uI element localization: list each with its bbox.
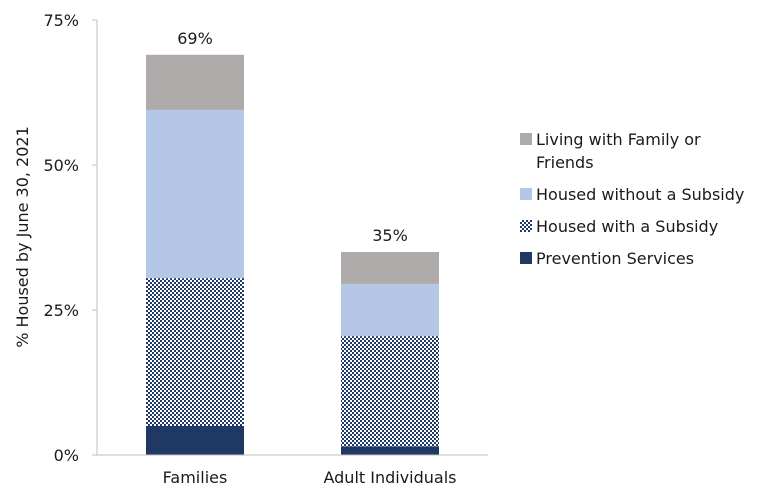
legend-item-housed-without-a-subsidy: Housed without a Subsidy bbox=[520, 183, 756, 206]
bar-adult-individuals-living-with-family-or-friends bbox=[341, 252, 439, 284]
legend-label: Housed without a Subsidy bbox=[536, 185, 745, 204]
axes-layer bbox=[92, 19, 488, 456]
legend-item-living-with-family-or-friends: Living with Family or Friends bbox=[520, 128, 756, 174]
total-label-adult-individuals: 35% bbox=[372, 226, 408, 245]
legend-swatch bbox=[520, 252, 532, 264]
bar-families-housed-without-a-subsidy bbox=[146, 109, 244, 279]
y-tick-label: 0% bbox=[54, 446, 79, 465]
bar-adult-individuals-prevention-services bbox=[341, 446, 439, 455]
x-tick-label-families: Families bbox=[163, 468, 228, 487]
bar-families-living-with-family-or-friends bbox=[146, 54, 244, 110]
bar-families-housed-with-a-subsidy bbox=[146, 278, 244, 426]
legend-item-prevention-services: Prevention Services bbox=[520, 247, 756, 270]
x-tick-label-adult-individuals: Adult Individuals bbox=[323, 468, 456, 487]
legend-swatch bbox=[520, 188, 532, 200]
bar-adult-individuals-housed-with-a-subsidy bbox=[341, 336, 439, 447]
y-axis-title: % Housed by June 30, 2021 bbox=[13, 126, 32, 348]
y-tick-label: 50% bbox=[43, 156, 79, 175]
legend-swatch bbox=[520, 133, 532, 145]
legend-swatch bbox=[520, 220, 532, 232]
legend-label: Living with Family or Friends bbox=[536, 130, 701, 172]
y-tick-label: 75% bbox=[43, 11, 79, 30]
y-tick-label: 25% bbox=[43, 301, 79, 320]
chart-legend: Living with Family or Friends Housed with… bbox=[520, 128, 756, 279]
bar-families-prevention-services bbox=[146, 426, 244, 455]
total-label-families: 69% bbox=[177, 29, 213, 48]
legend-item-housed-with-a-subsidy: Housed with a Subsidy bbox=[520, 215, 756, 238]
bars-layer bbox=[146, 54, 439, 455]
labels-layer: 69% Families 35% Adult Individuals 0% 25% 50% 7… bbox=[13, 11, 457, 487]
legend-label: Housed with a Subsidy bbox=[536, 217, 719, 236]
legend-label: Prevention Services bbox=[536, 249, 695, 268]
bar-adult-individuals-housed-without-a-subsidy bbox=[341, 283, 439, 337]
